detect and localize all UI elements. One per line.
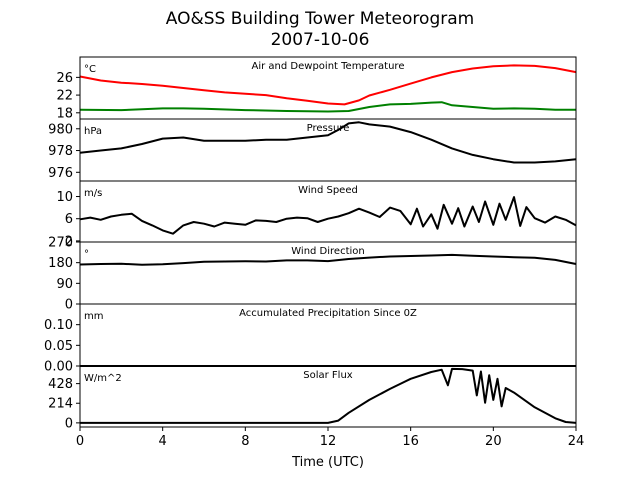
panel-6-series-1-line <box>80 367 577 424</box>
panel-1-title: Air and Dewpoint Temperature <box>252 61 405 72</box>
panel-5-title: Accumulated Precipitation Since 0Z <box>239 308 417 319</box>
panel-3-ytick-label: 10 <box>56 190 73 205</box>
panel-4-title: Wind Direction <box>291 246 365 257</box>
panel-6: 0 214 428 W/m^2 Solar Flux <box>48 365 577 431</box>
x-axis: 0 4 8 12 16 20 24 <box>76 427 584 449</box>
panel-1-series-1-line <box>79 64 577 106</box>
x-tick-label: 8 <box>241 434 249 449</box>
panel-3-ytick-label: 6 <box>65 212 73 227</box>
x-tick-label: 24 <box>568 434 585 449</box>
figure-title-line1: AO&SS Building Tower Meteorogram <box>166 9 474 29</box>
panel-6-ytick-label: 214 <box>48 397 73 412</box>
panel-4-unit-label: ° <box>84 249 89 260</box>
x-tick-label: 16 <box>402 434 419 449</box>
panel-5-ytick-label: 0.05 <box>44 339 73 354</box>
panel-3-ytick-label: 2 <box>65 234 73 249</box>
panel-1-ytick-label: 22 <box>56 89 73 104</box>
panel-1-unit-label: °C <box>84 64 96 75</box>
panel-2-ytick-label: 978 <box>48 144 73 159</box>
panel-1-series-2-line <box>79 101 576 113</box>
x-tick-label: 4 <box>159 434 167 449</box>
panel-4-ytick-label: 90 <box>56 277 73 292</box>
x-tick-label: 12 <box>320 434 337 449</box>
panel-1-ytick-label: 26 <box>56 71 73 86</box>
panel-1-ytick-label: 18 <box>56 106 73 121</box>
panel-3-series-1-line <box>79 196 577 235</box>
panel-6-title: Solar Flux <box>303 370 353 381</box>
panel-2-ytick-label: 980 <box>48 122 73 137</box>
x-tick-label: 0 <box>76 434 84 449</box>
panel-2-title: Pressure <box>307 123 350 134</box>
panel-5-unit-label: mm <box>84 311 103 322</box>
panel-3-unit-label: m/s <box>84 188 102 199</box>
panel-5-ytick-label: 0.00 <box>44 360 73 375</box>
panel-4-series-1-line <box>79 253 577 266</box>
panel-4-ytick-label: 0 <box>65 298 73 313</box>
panel-2-series-1-line <box>79 121 577 164</box>
panel-6-unit-label: W/m^2 <box>84 373 122 384</box>
panel-6-ytick-label: 428 <box>48 377 73 392</box>
panel-3-title: Wind Speed <box>298 185 358 196</box>
panel-3: 2 6 10 m/s Wind Speed <box>56 180 577 249</box>
panel-1: 18 22 26 °C Air and Dewpoint Temperature <box>56 56 577 121</box>
figure-title-line2: 2007-10-06 <box>271 30 370 50</box>
panel-2: 976 978 980 hPa Pressure <box>48 118 577 182</box>
panel-6-ytick-label: 0 <box>65 416 73 431</box>
x-tick-label: 20 <box>485 434 502 449</box>
panel-5-ytick-label: 0.10 <box>44 318 73 333</box>
panel-4-ytick-label: 270 <box>48 236 73 251</box>
panel-5: 0.00 0.05 0.10 mm Accumulated Precipitation … <box>44 303 577 375</box>
panel-4: 0 90 180 270 ° Wind Direction <box>48 236 577 313</box>
panel-4-ytick-label: 180 <box>48 256 73 271</box>
panel-2-unit-label: hPa <box>84 126 102 137</box>
panel-2-ytick-label: 976 <box>48 166 73 181</box>
x-axis-label: Time (UTC) <box>291 455 364 470</box>
